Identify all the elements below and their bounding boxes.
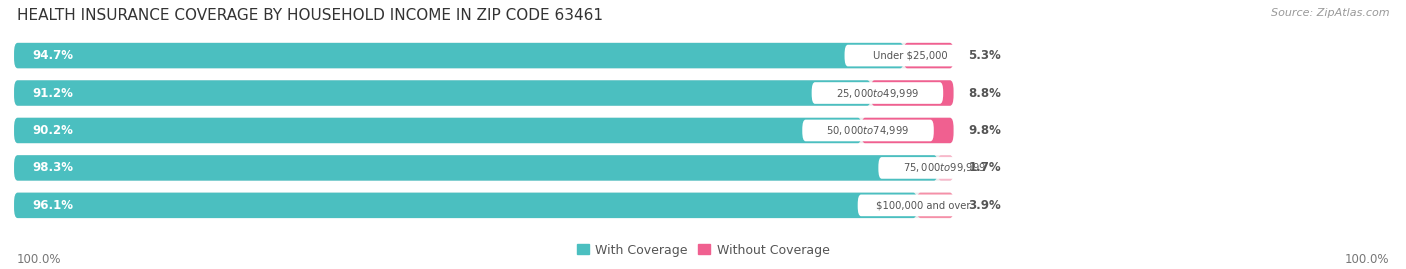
Text: $25,000 to $49,999: $25,000 to $49,999 xyxy=(835,87,920,100)
FancyBboxPatch shape xyxy=(14,118,862,143)
Text: 5.3%: 5.3% xyxy=(969,49,1001,62)
Text: $50,000 to $74,999: $50,000 to $74,999 xyxy=(827,124,910,137)
Text: 96.1%: 96.1% xyxy=(32,199,75,212)
Text: HEALTH INSURANCE COVERAGE BY HOUSEHOLD INCOME IN ZIP CODE 63461: HEALTH INSURANCE COVERAGE BY HOUSEHOLD I… xyxy=(17,8,603,23)
FancyBboxPatch shape xyxy=(14,193,917,218)
FancyBboxPatch shape xyxy=(879,157,1010,179)
Text: 3.9%: 3.9% xyxy=(969,199,1001,212)
FancyBboxPatch shape xyxy=(938,155,953,181)
Text: 100.0%: 100.0% xyxy=(17,253,62,266)
Text: 1.7%: 1.7% xyxy=(969,161,1001,174)
Text: 90.2%: 90.2% xyxy=(32,124,73,137)
FancyBboxPatch shape xyxy=(14,155,953,181)
Text: 8.8%: 8.8% xyxy=(969,87,1001,100)
Text: 94.7%: 94.7% xyxy=(32,49,75,62)
FancyBboxPatch shape xyxy=(858,194,990,216)
Text: Source: ZipAtlas.com: Source: ZipAtlas.com xyxy=(1271,8,1389,18)
Text: 98.3%: 98.3% xyxy=(32,161,75,174)
Text: 100.0%: 100.0% xyxy=(1344,253,1389,266)
Text: $100,000 and over: $100,000 and over xyxy=(876,200,970,210)
Text: 9.8%: 9.8% xyxy=(969,124,1001,137)
Text: 91.2%: 91.2% xyxy=(32,87,73,100)
FancyBboxPatch shape xyxy=(870,80,953,106)
FancyBboxPatch shape xyxy=(14,80,870,106)
FancyBboxPatch shape xyxy=(845,45,976,66)
FancyBboxPatch shape xyxy=(14,80,953,106)
FancyBboxPatch shape xyxy=(917,193,953,218)
FancyBboxPatch shape xyxy=(811,82,943,104)
FancyBboxPatch shape xyxy=(904,43,953,68)
FancyBboxPatch shape xyxy=(14,118,953,143)
FancyBboxPatch shape xyxy=(14,155,938,181)
FancyBboxPatch shape xyxy=(14,43,904,68)
Text: Under $25,000: Under $25,000 xyxy=(873,51,948,61)
FancyBboxPatch shape xyxy=(803,120,934,141)
FancyBboxPatch shape xyxy=(862,118,953,143)
Text: $75,000 to $99,999: $75,000 to $99,999 xyxy=(903,161,986,174)
Legend: With Coverage, Without Coverage: With Coverage, Without Coverage xyxy=(572,239,834,262)
FancyBboxPatch shape xyxy=(14,43,953,68)
FancyBboxPatch shape xyxy=(14,193,953,218)
